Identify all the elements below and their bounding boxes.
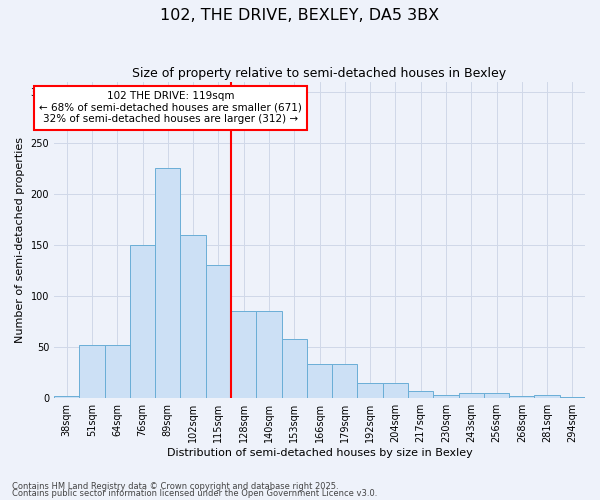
Bar [104, 344, 130, 398]
Text: 102, THE DRIVE, BEXLEY, DA5 3BX: 102, THE DRIVE, BEXLEY, DA5 3BX [160, 8, 440, 22]
Bar [332, 364, 358, 398]
Bar [79, 344, 104, 398]
Bar [383, 384, 408, 398]
Title: Size of property relative to semi-detached houses in Bexley: Size of property relative to semi-detach… [133, 68, 506, 80]
Bar [54, 396, 79, 398]
Bar [408, 390, 433, 398]
Bar [560, 396, 585, 398]
Bar [484, 392, 509, 398]
Bar [307, 364, 332, 398]
Bar [155, 168, 181, 398]
Bar [535, 394, 560, 398]
Bar [130, 245, 155, 398]
X-axis label: Distribution of semi-detached houses by size in Bexley: Distribution of semi-detached houses by … [167, 448, 472, 458]
Text: 102 THE DRIVE: 119sqm
← 68% of semi-detached houses are smaller (671)
32% of sem: 102 THE DRIVE: 119sqm ← 68% of semi-deta… [40, 91, 302, 124]
Bar [281, 338, 307, 398]
Bar [231, 311, 256, 398]
Bar [256, 311, 281, 398]
Y-axis label: Number of semi-detached properties: Number of semi-detached properties [15, 136, 25, 342]
Bar [358, 384, 383, 398]
Bar [509, 396, 535, 398]
Text: Contains public sector information licensed under the Open Government Licence v3: Contains public sector information licen… [12, 489, 377, 498]
Bar [458, 392, 484, 398]
Bar [181, 234, 206, 398]
Bar [433, 394, 458, 398]
Bar [206, 265, 231, 398]
Text: Contains HM Land Registry data © Crown copyright and database right 2025.: Contains HM Land Registry data © Crown c… [12, 482, 338, 491]
